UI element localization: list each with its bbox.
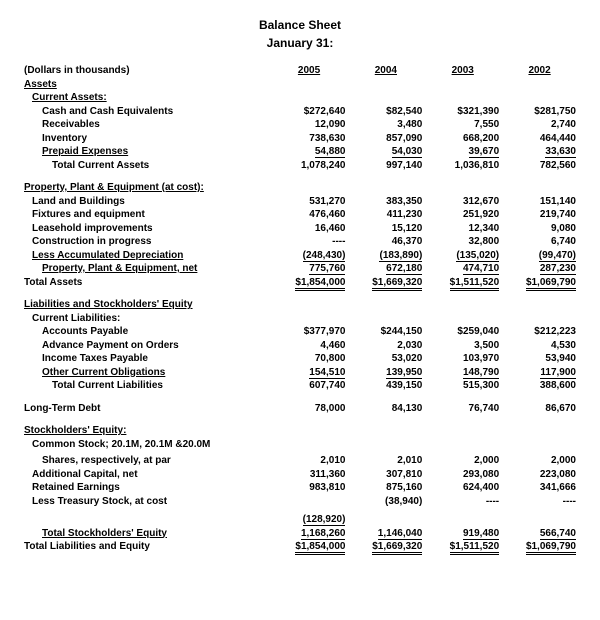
- page-subtitle: January 31:: [22, 36, 578, 50]
- row-tle: Total Liabilities and Equity$1,854,000$1…: [22, 540, 578, 554]
- row-total-assets: Total Assets$1,854,000$1,669,320$1,511,5…: [22, 276, 578, 290]
- year-2005: 2005: [271, 64, 348, 78]
- row-accdep: Less Accumulated Depreciation(248,430)(1…: [22, 249, 578, 263]
- header-note: (Dollars in thousands): [22, 64, 271, 78]
- row-ltd: Long-Term Debt78,00084,13076,74086,670: [22, 402, 578, 416]
- row-re: Retained Earnings983,810875,160624,40034…: [22, 481, 578, 495]
- row-common-stock: Common Stock; 20.1M, 20.1M &20.0M: [22, 438, 578, 452]
- row-land: Land and Buildings531,270383,350312,6701…: [22, 195, 578, 209]
- row-total-current-assets: Total Current Assets1,078,240997,1401,03…: [22, 159, 578, 173]
- row-inventory: Inventory738,630857,090668,200464,440: [22, 132, 578, 146]
- row-fixtures: Fixtures and equipment476,460411,230251,…: [22, 208, 578, 222]
- row-treasury: Less Treasury Stock, at cost(38,940)----…: [22, 495, 578, 509]
- current-liabilities-header: Current Liabilities:: [22, 312, 271, 326]
- year-2003: 2003: [424, 64, 501, 78]
- year-2004: 2004: [347, 64, 424, 78]
- row-cip: Construction in progress----46,37032,800…: [22, 235, 578, 249]
- row-tse: Total Stockholders' Equity1,168,2601,146…: [22, 527, 578, 541]
- se-header: Stockholders' Equity:: [22, 424, 271, 438]
- row-shares: Shares, respectively, at par2,0102,0102,…: [22, 454, 578, 468]
- row-tax: Income Taxes Payable70,80053,020103,9705…: [22, 352, 578, 366]
- row-ppe-net: Property, Plant & Equipment, net775,7606…: [22, 262, 578, 276]
- row-adv: Advance Payment on Orders4,4602,0303,500…: [22, 339, 578, 353]
- row-cash: Cash and Cash Equivalents$272,640$82,540…: [22, 105, 578, 119]
- row-ap: Accounts Payable$377,970$244,150$259,040…: [22, 325, 578, 339]
- assets-header: Assets: [22, 78, 271, 92]
- balance-sheet-table: (Dollars in thousands) 2005 2004 2003 20…: [22, 64, 578, 554]
- row-prepaid: Prepaid Expenses54,88054,03039,67033,630: [22, 145, 578, 159]
- ppe-header: Property, Plant & Equipment (at cost):: [22, 181, 271, 195]
- year-2002: 2002: [501, 64, 578, 78]
- row-receivables: Receivables12,0903,4807,5502,740: [22, 118, 578, 132]
- row-treasury2: (128,920): [22, 513, 578, 527]
- liabilities-header: Liabilities and Stockholders' Equity: [22, 298, 271, 312]
- row-oco: Other Current Obligations154,510139,9501…: [22, 366, 578, 380]
- row-addcap: Additional Capital, net311,360307,810293…: [22, 468, 578, 482]
- row-tcl: Total Current Liabilities607,740439,1505…: [22, 379, 578, 393]
- page-title: Balance Sheet: [22, 18, 578, 32]
- current-assets-header: Current Assets:: [22, 91, 271, 105]
- header-row: (Dollars in thousands) 2005 2004 2003 20…: [22, 64, 578, 78]
- row-leasehold: Leasehold improvements16,46015,12012,340…: [22, 222, 578, 236]
